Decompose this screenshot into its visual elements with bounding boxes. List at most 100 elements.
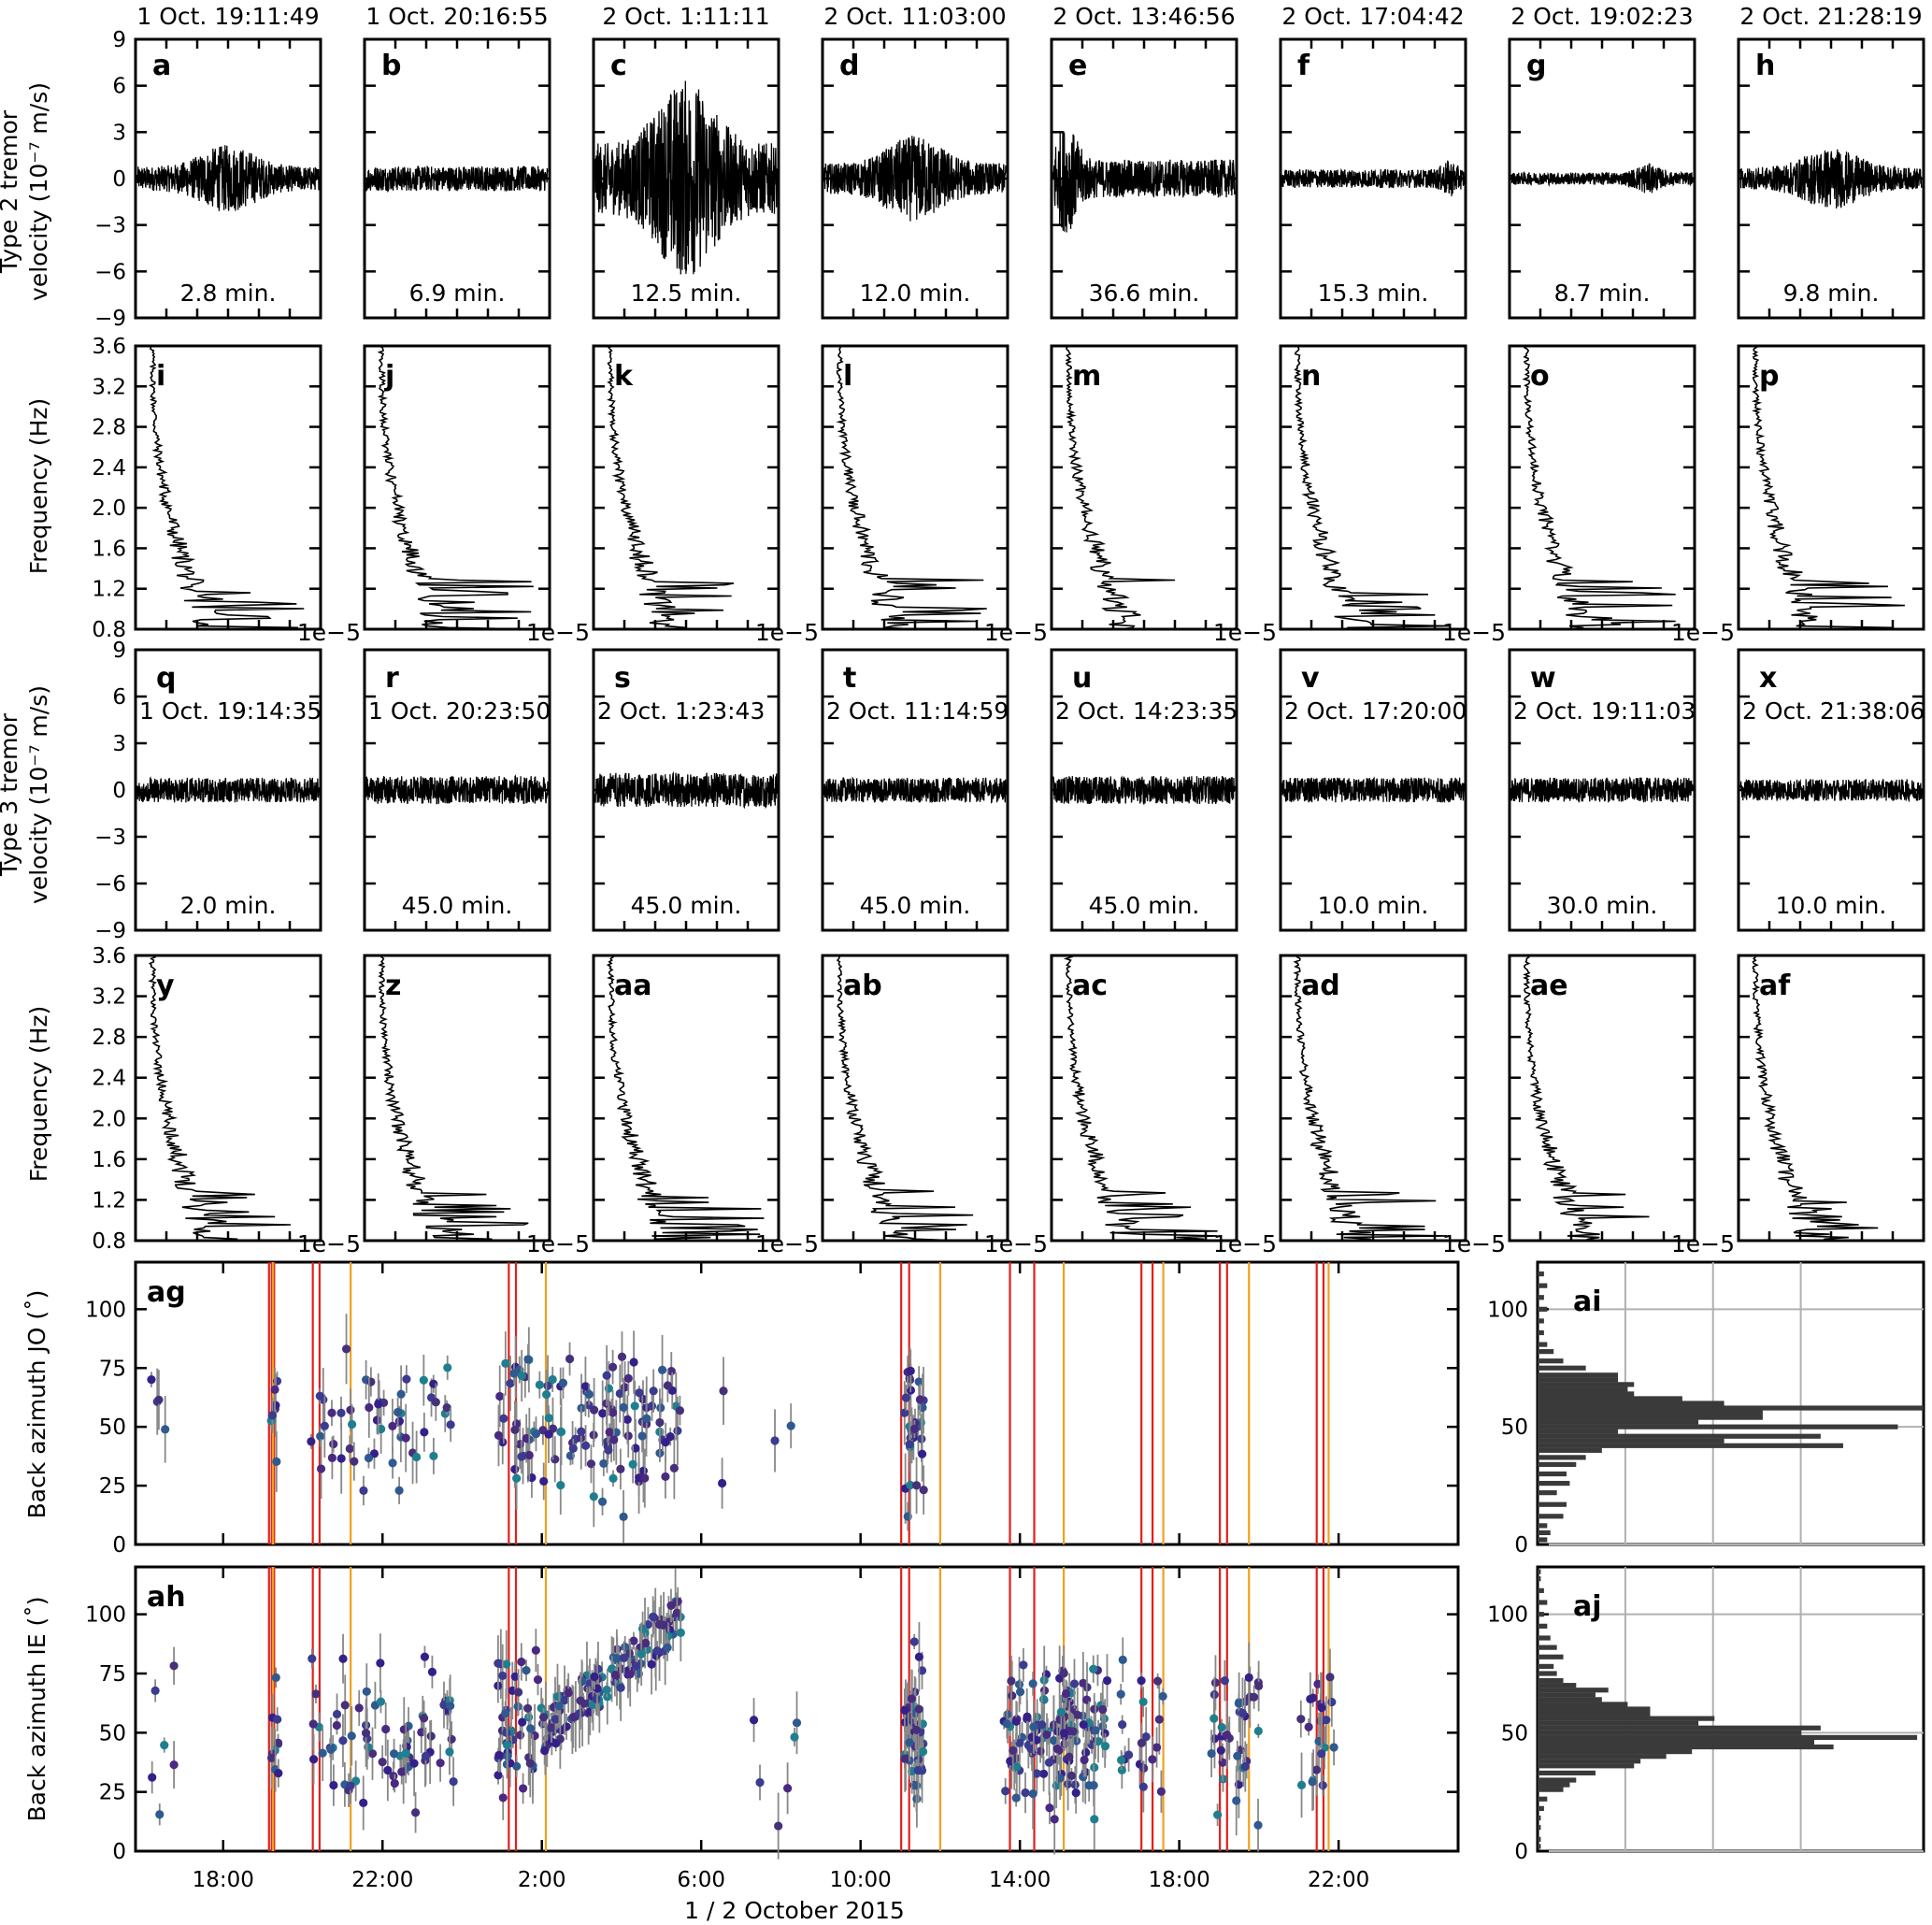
- baz-point: [538, 1713, 549, 1722]
- type3-waveform-row: 9 6 3 0 −3 −6 −9 q1 Oct. 19:14:35 2.0 min. r1 Oct…: [94, 639, 1925, 943]
- baz-point: [1072, 1736, 1081, 1745]
- baz-point: [517, 1657, 526, 1667]
- baz-point: [1254, 1681, 1264, 1691]
- spectrum-trace-m: [1065, 345, 1176, 630]
- spectrum-y-tick-label: 1.6: [92, 1148, 126, 1172]
- baz-point: [580, 1382, 591, 1391]
- baz-point: [308, 1755, 319, 1764]
- baz-point: [316, 1431, 325, 1441]
- baz-point: [150, 1686, 160, 1695]
- baz-point: [518, 1717, 527, 1727]
- baz-point: [673, 1426, 682, 1435]
- baz-point: [909, 1424, 919, 1434]
- panel-letter-ab: ab: [843, 970, 882, 1002]
- baz-point: [374, 1400, 383, 1409]
- baz-point: [531, 1645, 540, 1655]
- baz-point: [514, 1688, 523, 1697]
- baz-point: [669, 1463, 679, 1473]
- baz-point: [501, 1709, 510, 1718]
- baz-point: [1062, 1688, 1071, 1699]
- baz-point: [1116, 1689, 1125, 1699]
- baz-point: [402, 1374, 411, 1384]
- panel-letter-aa: aa: [614, 970, 652, 1002]
- histogram-bar: [1538, 1306, 1548, 1312]
- histogram-bar: [1538, 1342, 1548, 1347]
- histogram-bar: [1538, 1770, 1596, 1775]
- histogram-bar: [1538, 1600, 1548, 1605]
- histogram-bar: [1538, 1683, 1577, 1688]
- baz-point: [442, 1402, 451, 1413]
- spectrum-y-tick-label: 0.8: [92, 1229, 126, 1254]
- histogram-bar: [1538, 1537, 1548, 1543]
- panel-letter-l: l: [843, 360, 852, 393]
- baz-point: [169, 1661, 179, 1671]
- baz-point: [599, 1458, 608, 1469]
- histogram-y-tick-label: 0: [1514, 1533, 1528, 1558]
- baz-point: [308, 1719, 318, 1729]
- baz-point: [909, 1637, 919, 1646]
- baz-point: [1023, 1712, 1032, 1721]
- baz-point: [906, 1366, 915, 1375]
- waveform-trace-d: [823, 136, 1007, 222]
- waveform-duration-t: 45.0 min.: [860, 892, 971, 919]
- baz-point: [1090, 1815, 1099, 1824]
- baz-point: [629, 1636, 638, 1645]
- baz-point: [605, 1428, 614, 1437]
- baz-point: [1118, 1719, 1127, 1730]
- baz-point: [394, 1416, 405, 1426]
- histogram-bar: [1538, 1471, 1567, 1477]
- baz-point: [647, 1401, 657, 1411]
- baz-point: [619, 1402, 628, 1412]
- histogram-bar: [1538, 1716, 1715, 1721]
- histogram-bar: [1538, 1514, 1564, 1519]
- baz-point: [621, 1642, 630, 1652]
- baz-point: [637, 1431, 647, 1441]
- baz-point: [273, 1738, 283, 1747]
- waveform-trace-s: [594, 770, 778, 810]
- baz-point: [388, 1421, 397, 1430]
- baz-point: [919, 1486, 928, 1495]
- panel-letter-z: z: [385, 970, 401, 1002]
- baz-point: [608, 1653, 618, 1662]
- baz-point: [1079, 1720, 1088, 1730]
- waveform-duration-r: 45.0 min.: [402, 892, 513, 919]
- type3-spectra-row: 3.6 3.2 2.8 2.4 2.0 1.6 1.2 0.8 y z 1e−5 aa 1e−5 ab 1e…: [92, 944, 1925, 1257]
- histogram-bar: [1538, 1429, 1619, 1434]
- baz-point: [640, 1473, 650, 1483]
- histogram-bar: [1538, 1654, 1564, 1659]
- baz-point: [755, 1777, 765, 1788]
- baz-point: [1001, 1787, 1010, 1796]
- baz-point: [906, 1480, 915, 1490]
- baz-point: [552, 1692, 563, 1702]
- baz-point: [494, 1659, 503, 1668]
- baz-point: [338, 1736, 348, 1745]
- baz-point: [535, 1380, 544, 1389]
- baz-point: [394, 1486, 404, 1495]
- baz-point: [749, 1716, 759, 1725]
- baz-point: [409, 1759, 419, 1768]
- histogram-bar: [1538, 1283, 1548, 1288]
- baz-point: [509, 1369, 519, 1378]
- baz-point: [332, 1720, 341, 1731]
- baz-point: [630, 1401, 639, 1411]
- baz-point: [359, 1486, 368, 1496]
- waveform-time-q: 1 Oct. 19:14:35: [139, 697, 322, 725]
- spectrum-y-tick-label: 2.0: [92, 496, 126, 521]
- baz-point: [548, 1374, 557, 1385]
- spectrum-trace-l: [836, 345, 987, 630]
- baz-point: [419, 1375, 428, 1385]
- baz-point: [1012, 1762, 1022, 1772]
- histogram-bar: [1538, 1734, 1918, 1740]
- histogram-bar: [1538, 1645, 1557, 1650]
- histogram-bar: [1538, 1697, 1602, 1702]
- baz-y-tick-label: 25: [99, 1474, 126, 1499]
- baz-point: [495, 1391, 505, 1401]
- baz-y-tick-label: 25: [99, 1781, 126, 1805]
- baz-point: [270, 1385, 279, 1394]
- panel-letter-ah: ah: [147, 1581, 186, 1614]
- baz-point: [615, 1388, 624, 1399]
- baz-point: [649, 1612, 658, 1621]
- histogram-bar: [1538, 1405, 1924, 1411]
- baz-x-tick-label: 22:00: [1308, 1868, 1369, 1892]
- baz-x-tick-label: 22:00: [351, 1868, 413, 1892]
